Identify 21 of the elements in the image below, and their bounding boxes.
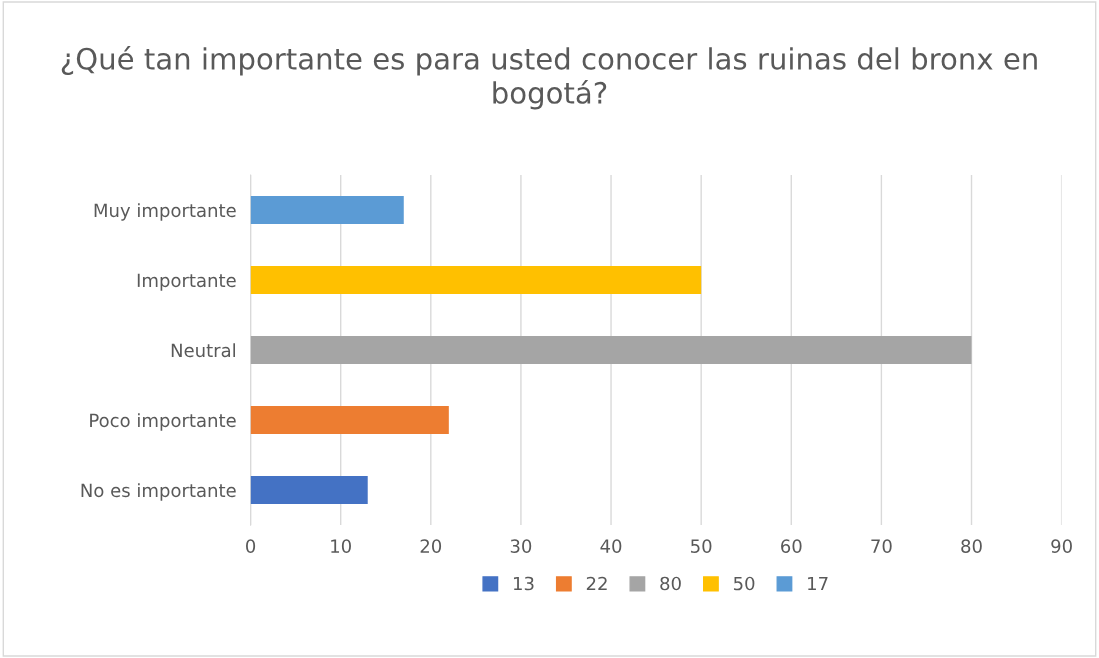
legend-label: 13 (513, 576, 534, 591)
x-tick-label: 80 (961, 539, 982, 553)
x-tick-label: 30 (510, 539, 532, 553)
legend-label: 80 (660, 576, 681, 591)
x-tick-label: 40 (600, 539, 622, 553)
x-tick-label: 0 (246, 539, 256, 553)
x-tick-label: 20 (420, 539, 442, 553)
legend-label: 17 (808, 576, 828, 591)
y-tick-label: Muy importante (94, 203, 236, 221)
y-tick-label: No es importante (81, 483, 236, 501)
y-tick-label: Importante (137, 273, 236, 291)
x-tick-label: 90 (1051, 539, 1072, 553)
x-tick-label: 60 (781, 539, 802, 553)
legend-label: 22 (586, 576, 607, 591)
y-tick-label: Neutral (171, 343, 235, 358)
x-tick-label: 50 (691, 539, 712, 553)
chart-title: ¿Qué tan importante es para usted conocer las ruinas del bronx en bogotá? (61, 46, 1037, 110)
x-tick-label: 70 (871, 539, 892, 553)
x-tick-label: 10 (331, 539, 351, 553)
legend-label: 50 (733, 576, 755, 591)
y-tick-label: Poco importante (90, 413, 236, 431)
